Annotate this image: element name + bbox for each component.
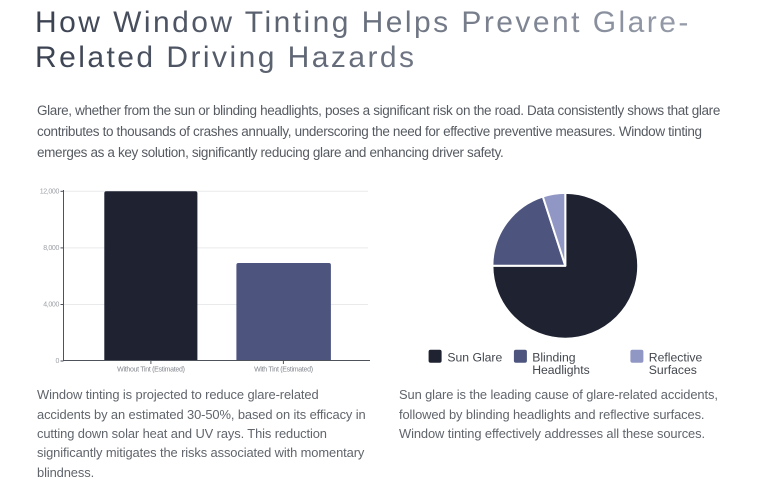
svg-text:12,000: 12,000 [40,188,60,195]
svg-text:Surfaces: Surfaces [649,363,697,377]
svg-text:8,000: 8,000 [43,245,59,252]
svg-text:4,000: 4,000 [43,302,59,309]
svg-text:Headlights: Headlights [532,363,590,377]
svg-text:Blinding: Blinding [532,350,575,364]
svg-text:Without Tint (Estimated): Without Tint (Estimated) [117,367,185,374]
svg-text:0: 0 [55,358,59,365]
svg-text:Sun Glare: Sun Glare [447,350,502,364]
svg-text:With Tint (Estimated): With Tint (Estimated) [254,367,313,374]
svg-text:Reflective: Reflective [649,350,703,364]
